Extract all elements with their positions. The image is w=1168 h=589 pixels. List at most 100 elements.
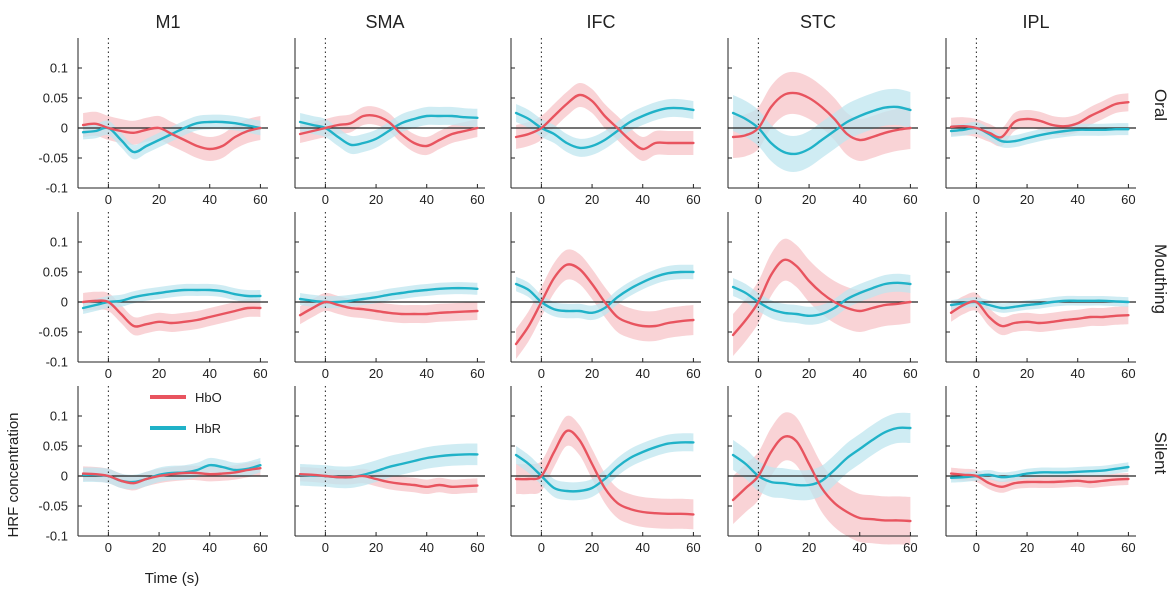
x-tick-label: 40 [202, 366, 216, 381]
y-tick-label: 0 [61, 469, 68, 484]
x-tick-label: 40 [635, 540, 649, 555]
x-tick-label: 60 [1121, 192, 1135, 207]
hbr-line [731, 105, 912, 156]
legend-label-hbo: HbO [195, 390, 222, 405]
hbo-line [81, 122, 262, 151]
hbo-line [949, 300, 1130, 328]
hbo-line [731, 258, 912, 337]
x-tick-label: 20 [369, 540, 383, 555]
x-tick-label: 60 [686, 192, 700, 207]
x-tick-label: 20 [802, 366, 816, 381]
column-title-sma: SMA [365, 12, 404, 32]
x-tick-label: 60 [903, 192, 917, 207]
panel-oral-ifc: 0 20 40 60 [510, 38, 701, 207]
hbo-line [514, 263, 695, 346]
x-tick-label: 20 [369, 366, 383, 381]
x-tick-label: 0 [538, 366, 545, 381]
x-tick-label: 0 [538, 540, 545, 555]
y-tick-label: 0 [61, 121, 68, 136]
x-tick-label: 60 [470, 366, 484, 381]
panel-mouthing-sma: 0 20 40 60 [294, 212, 485, 381]
hbr-line [949, 465, 1130, 479]
x-tick-label: 0 [973, 366, 980, 381]
hbr-line [731, 281, 912, 317]
x-tick-label: 20 [1020, 540, 1034, 555]
x-tick-label: 60 [470, 192, 484, 207]
hbr-band [733, 412, 911, 501]
x-tick-label: 40 [635, 192, 649, 207]
panel-oral-sma: 0 20 40 60 [294, 38, 485, 207]
hbr-line [81, 288, 262, 310]
panel-silent-sma: 0 20 40 60 [294, 386, 485, 555]
row-title-silent: Silent [1151, 432, 1168, 475]
x-tick-label: 0 [105, 366, 112, 381]
legend-label-hbr: HbR [195, 421, 221, 436]
y-tick-label: 0.05 [43, 265, 68, 280]
hbo-line [81, 467, 262, 485]
x-tick-label: 40 [1070, 540, 1084, 555]
hbo-band [951, 292, 1129, 336]
x-tick-label: 20 [585, 366, 599, 381]
x-tick-label: 60 [1121, 366, 1135, 381]
x-tick-label: 40 [202, 540, 216, 555]
hbo-band [516, 82, 694, 162]
hbo-line [298, 300, 479, 317]
panel-grid: -0.1 -0.05 0 0.05 0.1 0 20 40 60 0 20 40 60 0 20 40 60 0 2… [38, 38, 1136, 555]
x-tick-label: 0 [973, 540, 980, 555]
panel-oral-m1: -0.1 -0.05 0 0.05 0.1 0 20 40 60 [38, 38, 268, 207]
column-title-ipl: IPL [1022, 12, 1049, 32]
hbo-line [514, 93, 695, 151]
x-tick-label: 40 [1070, 366, 1084, 381]
y-tick-label: -0.05 [38, 151, 68, 166]
y-tick-label: -0.05 [38, 499, 68, 514]
hbo-band [83, 291, 261, 336]
column-title-stc: STC [800, 12, 836, 32]
x-tick-label: 20 [802, 540, 816, 555]
panel-silent-stc: 0 20 40 60 [727, 386, 918, 555]
y-tick-label: 0.05 [43, 91, 68, 106]
x-tick-label: 60 [253, 366, 267, 381]
x-tick-label: 40 [635, 366, 649, 381]
x-tick-label: 0 [105, 540, 112, 555]
x-tick-label: 60 [686, 366, 700, 381]
y-tick-label: 0.1 [50, 61, 68, 76]
hbo-line [949, 101, 1130, 139]
x-tick-label: 60 [903, 366, 917, 381]
panel-oral-ipl: 0 20 40 60 [945, 38, 1136, 207]
x-tick-label: 60 [1121, 540, 1135, 555]
x-tick-label: 0 [322, 192, 329, 207]
x-tick-label: 40 [852, 192, 866, 207]
y-axis-label: HRF concentration [5, 412, 22, 537]
row-title-oral: Oral [1151, 89, 1168, 121]
panel-mouthing-stc: 0 20 40 60 [727, 212, 918, 381]
column-title-ifc: IFC [587, 12, 616, 32]
x-tick-label: 20 [802, 192, 816, 207]
panel-silent-ifc: 0 20 40 60 [510, 386, 701, 555]
y-tick-label: 0 [61, 295, 68, 310]
hbr-line [949, 299, 1130, 310]
x-tick-label: 60 [253, 192, 267, 207]
x-tick-label: 40 [852, 366, 866, 381]
x-tick-label: 60 [903, 540, 917, 555]
x-tick-label: 60 [470, 540, 484, 555]
hbr-line [514, 106, 695, 150]
panel-silent-ipl: 0 20 40 60 [945, 386, 1136, 555]
x-tick-label: 20 [1020, 192, 1034, 207]
x-tick-label: 60 [686, 540, 700, 555]
row-title-mouthing: Mouthing [1151, 244, 1168, 314]
hbo-line [731, 435, 912, 523]
panel-silent-m1: -0.1 -0.05 0 0.05 0.1 0 20 40 60 [38, 386, 268, 555]
hbr-band [733, 88, 911, 172]
x-tick-label: 20 [585, 192, 599, 207]
hbo-line [731, 91, 912, 142]
x-tick-label: 40 [852, 540, 866, 555]
figure-labels: M1 SMA IFC STC IPL Oral Mouthing Silent HRF conc… [5, 12, 1168, 587]
x-tick-label: 20 [369, 192, 383, 207]
hbr-line [298, 114, 479, 147]
y-tick-label: -0.1 [46, 181, 68, 196]
y-tick-label: -0.1 [46, 529, 68, 544]
x-tick-label: 40 [419, 540, 433, 555]
x-tick-label: 20 [152, 366, 166, 381]
x-tick-label: 0 [538, 192, 545, 207]
